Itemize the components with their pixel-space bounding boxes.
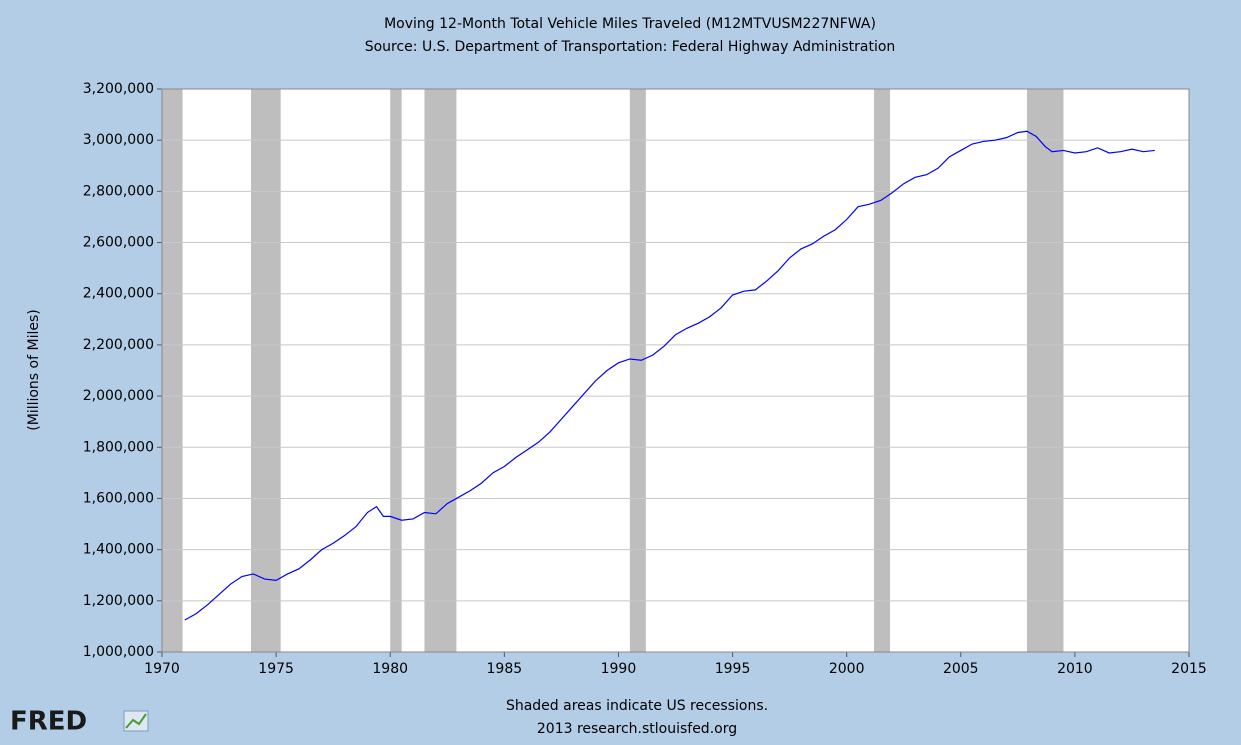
chart-subtitle: Source: U.S. Department of Transportatio… xyxy=(365,39,896,55)
plot-border xyxy=(161,88,1190,653)
x-tick-label: 1985 xyxy=(487,661,523,677)
y-tick-label: 1,200,000 xyxy=(83,593,154,609)
x-tick-label: 2000 xyxy=(829,661,865,677)
chart-title: Moving 12-Month Total Vehicle Miles Trav… xyxy=(384,16,876,32)
x-tick-label: 2015 xyxy=(1171,661,1207,677)
y-tick-label: 2,200,000 xyxy=(83,337,154,353)
x-tick-label: 1990 xyxy=(601,661,637,677)
x-tick-label: 1970 xyxy=(144,661,180,677)
recession-band xyxy=(629,89,646,652)
note: Shaded areas indicate US recessions. xyxy=(506,698,768,714)
y-axis-label: (Millions of Miles) xyxy=(26,309,42,430)
y-tick-label: 3,000,000 xyxy=(83,132,154,148)
logo-icon xyxy=(123,710,149,732)
x-tick-label: 1975 xyxy=(258,661,294,677)
logo: FRED xyxy=(10,707,87,737)
recession-band xyxy=(1026,89,1064,652)
y-tick-label: 2,800,000 xyxy=(83,183,154,199)
plot-area xyxy=(162,89,1189,652)
y-tick-label: 2,000,000 xyxy=(83,388,154,404)
recession-band xyxy=(390,89,402,652)
y-tick-label: 2,600,000 xyxy=(83,235,154,251)
source: 2013 research.stlouisfed.org xyxy=(537,721,737,737)
x-tick-label: 2010 xyxy=(1057,661,1093,677)
y-tick-label: 2,400,000 xyxy=(83,286,154,302)
y-tick-label: 1,000,000 xyxy=(83,644,154,660)
recession-band xyxy=(251,89,281,652)
x-tick-label: 1980 xyxy=(372,661,408,677)
x-tick-label: 2005 xyxy=(943,661,979,677)
y-tick-label: 3,200,000 xyxy=(83,81,154,97)
recession-band xyxy=(162,89,183,652)
recession-band xyxy=(424,89,457,652)
data-line xyxy=(184,130,1155,621)
x-tick-label: 1995 xyxy=(715,661,751,677)
y-tick-label: 1,400,000 xyxy=(83,542,154,558)
y-tick-label: 1,800,000 xyxy=(83,439,154,455)
recession-band xyxy=(874,89,891,652)
y-tick-label: 1,600,000 xyxy=(83,490,154,506)
